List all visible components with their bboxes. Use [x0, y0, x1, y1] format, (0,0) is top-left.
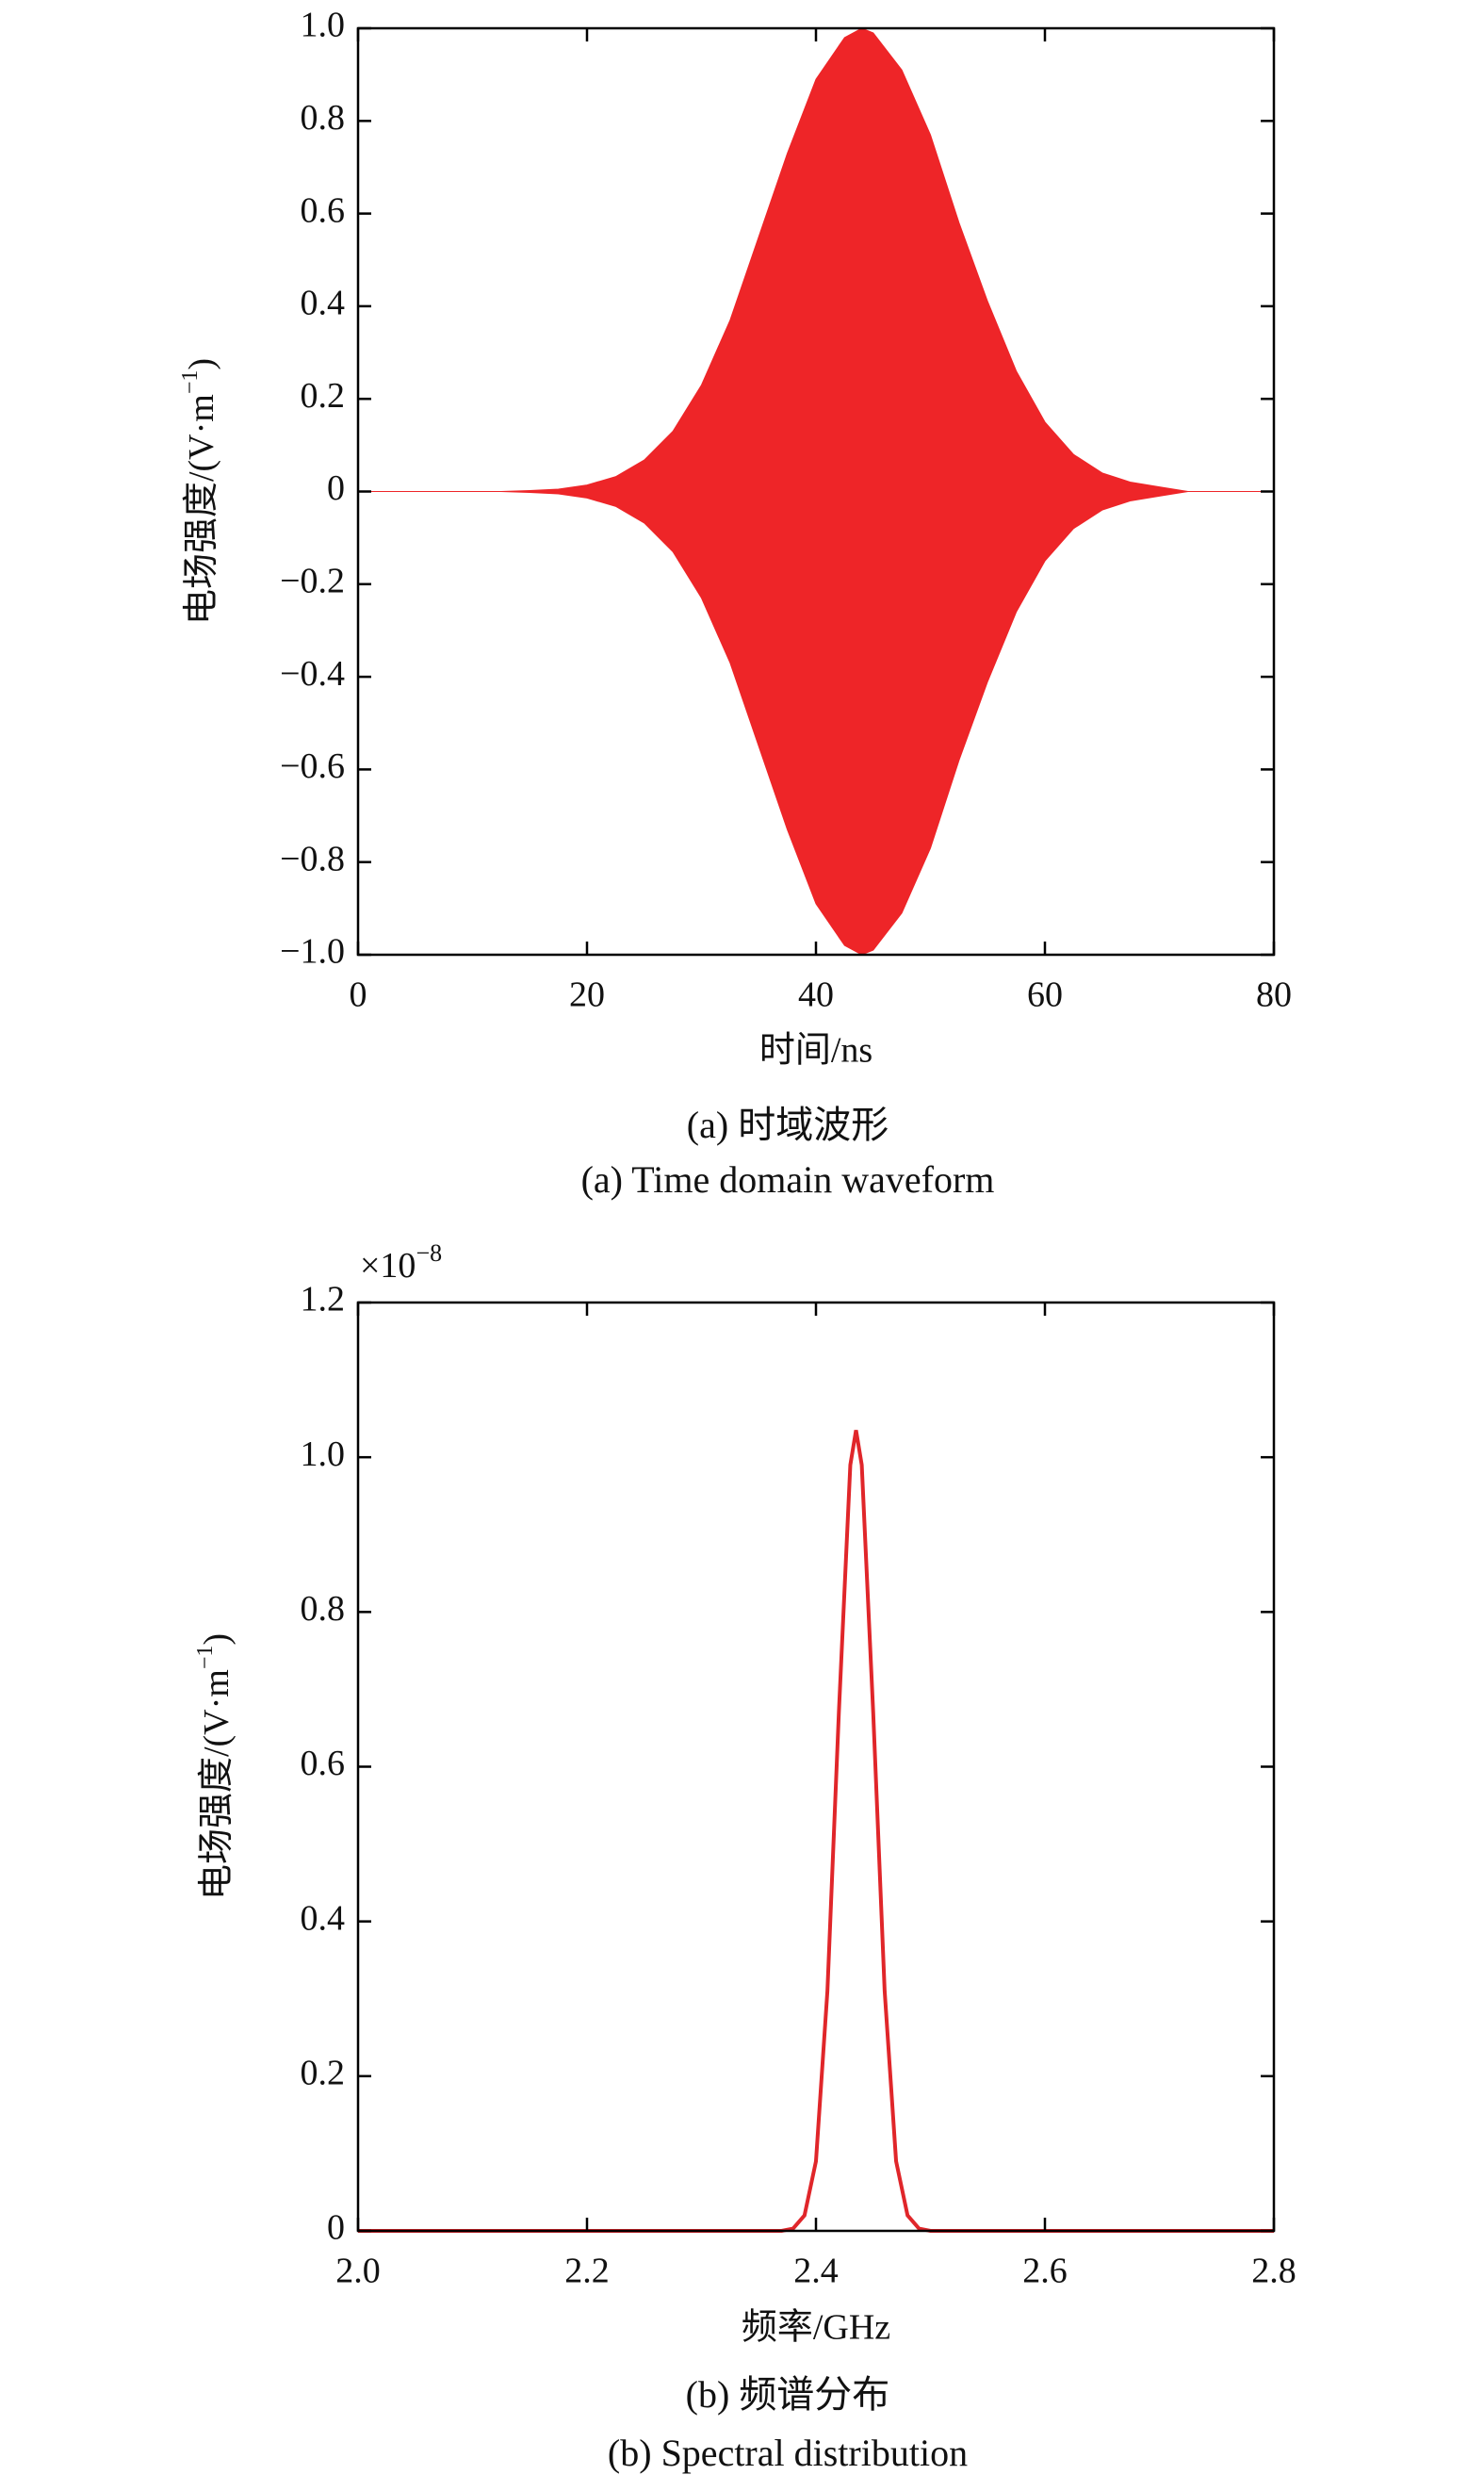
y-tick-label: 0.2 — [301, 2054, 346, 2093]
x-axis-label: 时间/ns — [759, 1031, 872, 1071]
y-tick-label: 0.2 — [301, 376, 346, 416]
y-tick-label: 0.8 — [301, 98, 346, 138]
y-axis-label: 电场强度/(V·m−1) — [178, 358, 221, 625]
y-tick-label: −0.4 — [280, 654, 345, 694]
waveform-area — [358, 491, 1274, 956]
offset-base: ×10 — [360, 1246, 416, 1286]
y-axis-label: 电场强度/(V·m−1) — [193, 1633, 236, 1900]
x-tick-label: 80 — [1256, 975, 1292, 1015]
y-tick-label: 0.4 — [301, 284, 346, 323]
spectrum-line — [358, 1430, 1274, 2233]
y-label-sup: −1 — [193, 1646, 218, 1670]
y-tick-label: 0.8 — [301, 1589, 346, 1629]
y-tick-label: 0.6 — [301, 1744, 346, 1783]
x-tick-label: 2.4 — [793, 2252, 839, 2291]
axis-offset: ×10−8 — [360, 1239, 442, 1286]
y-tick-label: 0.4 — [301, 1898, 346, 1938]
x-tick-label: 0 — [350, 975, 367, 1015]
y-tick-label: −1.0 — [280, 932, 345, 972]
y-label-end: ) — [182, 358, 221, 370]
y-label-end: ) — [197, 1633, 236, 1646]
caption-en: (b) Spectral distribution — [608, 2432, 968, 2474]
plot-frame — [356, 1301, 1276, 2233]
y-tick-label: −0.8 — [280, 839, 345, 878]
caption-cn: (b) 频谱分布 — [686, 2373, 890, 2416]
y-tick-label: 1.2 — [301, 1280, 346, 1319]
y-tick-label: 0.6 — [301, 190, 346, 230]
x-tick-label: 2.2 — [564, 2252, 610, 2291]
caption-cn: (a) 时域波形 — [687, 1104, 889, 1146]
caption-en: (a) Time domain waveform — [581, 1158, 995, 1201]
offset-exponent: −8 — [416, 1239, 442, 1267]
y-tick-label: 1.0 — [301, 1434, 346, 1474]
y-tick-label: 0 — [327, 2208, 345, 2248]
y-label-main: 电场强度/(V·m — [197, 1669, 236, 1900]
y-tick-label: −0.6 — [280, 746, 345, 786]
x-tick-label: 2.8 — [1251, 2252, 1296, 2291]
x-tick-label: 60 — [1027, 975, 1063, 1015]
x-tick-label: 2.6 — [1022, 2252, 1068, 2291]
y-label-main: 电场强度/(V·m — [182, 394, 221, 625]
y-tick-label: 1.0 — [301, 6, 346, 45]
x-tick-label: 40 — [798, 975, 834, 1015]
x-axis-label: 频率/GHz — [742, 2308, 890, 2348]
x-tick-label: 2.0 — [335, 2252, 381, 2291]
y-tick-label: 0 — [327, 468, 345, 508]
waveform-area — [358, 27, 1274, 492]
x-tick-label: 20 — [569, 975, 605, 1015]
y-label-sup: −1 — [178, 370, 203, 395]
y-tick-label: −0.2 — [280, 562, 345, 601]
